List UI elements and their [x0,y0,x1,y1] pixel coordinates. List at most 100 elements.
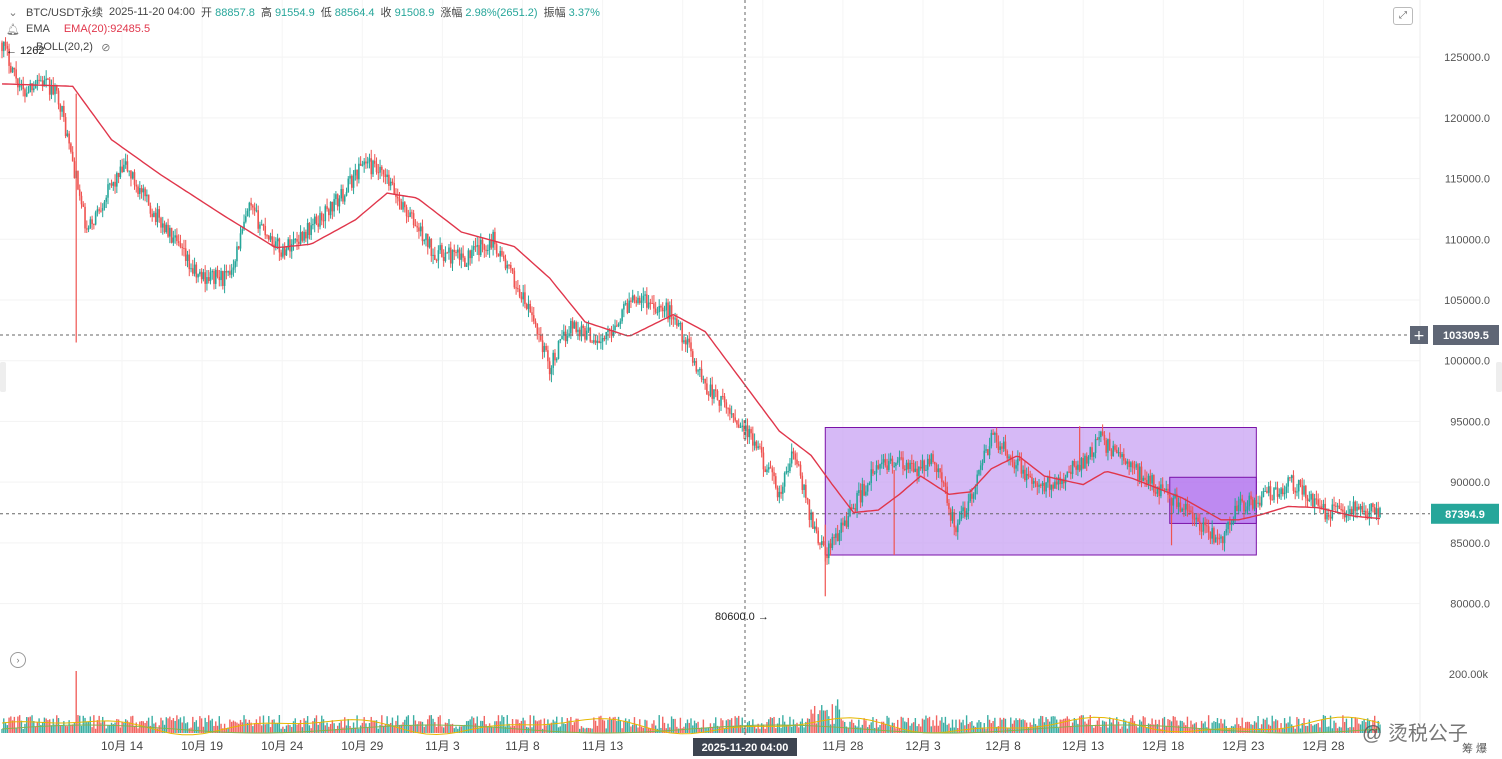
time-axis-tick: 11月 28 [822,739,863,753]
volume-bar [554,721,556,733]
volume-bar [533,715,535,733]
volume-bar [96,720,99,733]
volume-bar [1177,725,1180,733]
candle-body [502,255,505,259]
candle-body [1031,476,1033,484]
candle-body [1186,503,1189,511]
candle-body [416,226,418,228]
volume-bar [1283,718,1286,733]
boll-name[interactable]: BOLL(20,2) [36,41,93,53]
change-label: 涨幅 [440,7,463,19]
candle-body [826,555,828,559]
volume-bar [829,724,832,733]
volume-bar [897,719,899,733]
volume-bar [485,724,487,733]
candle-body [550,367,553,375]
candle-body [1227,521,1229,530]
candle-body [570,320,572,334]
candle-body [324,206,327,221]
volume-bar [1268,724,1270,733]
candle-body [45,78,47,81]
candle-body [1230,523,1233,525]
candle-body [584,327,586,340]
volume-bar [859,727,862,733]
replay-icon[interactable]: › [10,652,26,668]
left-panel-toggle[interactable] [0,362,6,392]
volume-bar [1057,728,1060,733]
candle-body [555,358,558,361]
eye-slash-icon[interactable]: ⊘ [101,41,111,54]
candle-body [354,169,357,176]
price-axis-tick: 100000.0 [1444,356,1490,368]
candle-body [601,338,604,342]
volume-bar [1022,719,1024,733]
candle-body [209,272,212,282]
candle-body [285,249,288,256]
volume-bar [1015,718,1017,733]
candle-body [881,462,883,465]
candle-body [856,492,858,511]
volume-bar [1094,724,1097,733]
candle-body [704,378,706,384]
volume-bar [1347,727,1349,733]
candle-body [183,248,185,250]
candle-body [1267,486,1270,493]
candle-body [184,248,187,261]
candle-body [423,240,426,242]
candle-body [280,252,282,257]
candle-body [269,236,272,240]
bell-icon[interactable]: 🔔︎ [6,23,20,36]
candle-body [1077,464,1079,470]
ema-name[interactable]: EMA [26,23,50,35]
candle-body [1241,498,1243,501]
volume-bar [1259,728,1261,733]
candle-body [888,461,890,470]
candle-body [732,413,735,418]
candle-body [895,462,897,467]
candle-body [1294,490,1296,493]
candle-body [863,483,865,496]
candle-body [736,420,738,425]
candle-body [679,323,682,325]
candle-body [308,222,311,235]
volume-bar [974,726,977,733]
candle-body [693,361,696,363]
volume-bar [416,724,418,733]
candle-body [149,205,152,214]
candle-body [1059,477,1062,485]
volume-bar [269,727,272,733]
volume-bar [1040,715,1042,733]
volume-bar [121,722,123,733]
candle-body [691,351,694,363]
candle-body [455,251,457,253]
candle-body [658,306,660,313]
fullscreen-icon[interactable]: ⤢ [1393,7,1413,25]
volume-bar [245,719,247,733]
volume-bar [649,728,652,733]
volume-bar [197,726,199,733]
candle-body [1216,537,1219,539]
volume-bar [759,728,761,733]
symbol-name[interactable]: BTC/USDT永续 [26,7,103,19]
chevron-circle-icon[interactable]: ⌄ [8,6,18,19]
volume-bar [441,726,443,733]
volume-bar [690,718,692,733]
candle-body [1084,455,1086,469]
volume-bar [305,720,307,733]
candle-body [1236,505,1238,511]
candle-body [517,288,519,290]
right-panel-toggle[interactable] [1496,362,1502,392]
candle-body [1290,475,1293,479]
candle-body [442,256,445,261]
candle-body [755,441,758,449]
volume-bar [674,718,676,733]
candle-body [479,239,482,256]
volume-bar [702,719,705,733]
candle-body [946,486,948,504]
volume-bar [287,724,289,733]
volume-bar [515,719,517,733]
price-axis-tick: 90000.0 [1450,477,1490,489]
candle-body [714,389,717,391]
candle-body [43,80,46,87]
